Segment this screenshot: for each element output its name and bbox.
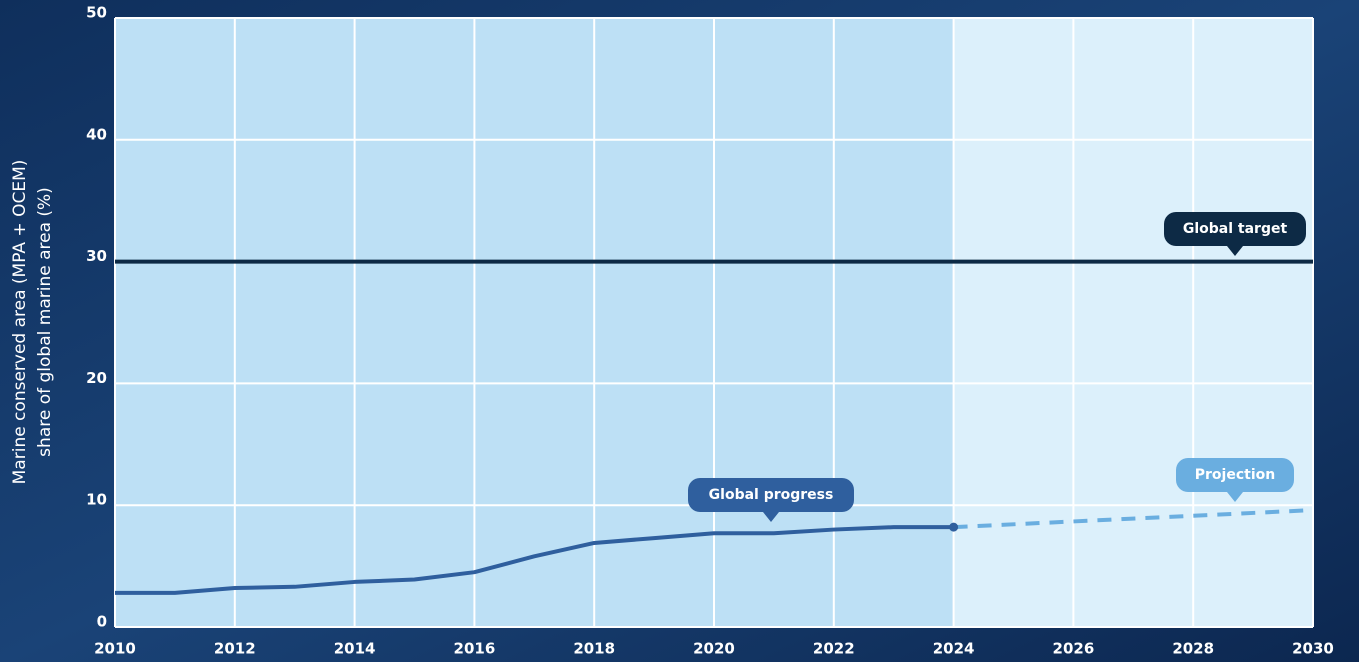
x-tick-label: 2014 (334, 640, 376, 658)
y-axis-label: share of global marine area (%) (35, 187, 55, 457)
projection-region (953, 18, 1313, 627)
x-tick-label: 2026 (1053, 640, 1095, 658)
x-tick-label: 2018 (573, 640, 615, 658)
series-line (953, 508, 1314, 530)
y-tick-label: 50 (86, 4, 107, 22)
callout-label: Global progress (709, 487, 834, 503)
x-tick-label: 2030 (1292, 640, 1334, 658)
y-axis-label: Marine conserved area (MPA + OCEM) (10, 160, 30, 485)
callout-box (688, 478, 854, 522)
x-tick-label: 2012 (214, 640, 256, 658)
history-region (115, 18, 954, 627)
series-line (115, 525, 954, 595)
x-tick-label: 2022 (813, 640, 855, 658)
callout-box (1164, 212, 1306, 256)
y-tick-label: 40 (86, 125, 107, 143)
y-tick-label: 0 (97, 613, 107, 631)
callout-box (1176, 458, 1294, 502)
x-tick-label: 2020 (693, 640, 735, 658)
x-tick-label: 2010 (94, 640, 136, 658)
callout-label: Global target (1183, 221, 1288, 237)
plot-area: 2010 2012 2014 2016 2018 2020 2022 2024 2026 2028… (86, 4, 1334, 658)
y-tick-label: 10 (86, 491, 107, 509)
y-tick-label: 20 (86, 369, 107, 387)
end-point (949, 522, 959, 532)
y-tick-label: 30 (86, 247, 107, 265)
callout-label: Projection (1195, 467, 1275, 483)
x-tick-label: 2028 (1172, 640, 1214, 658)
x-tick-label: 2024 (933, 640, 975, 658)
x-tick-label: 2016 (454, 640, 496, 658)
